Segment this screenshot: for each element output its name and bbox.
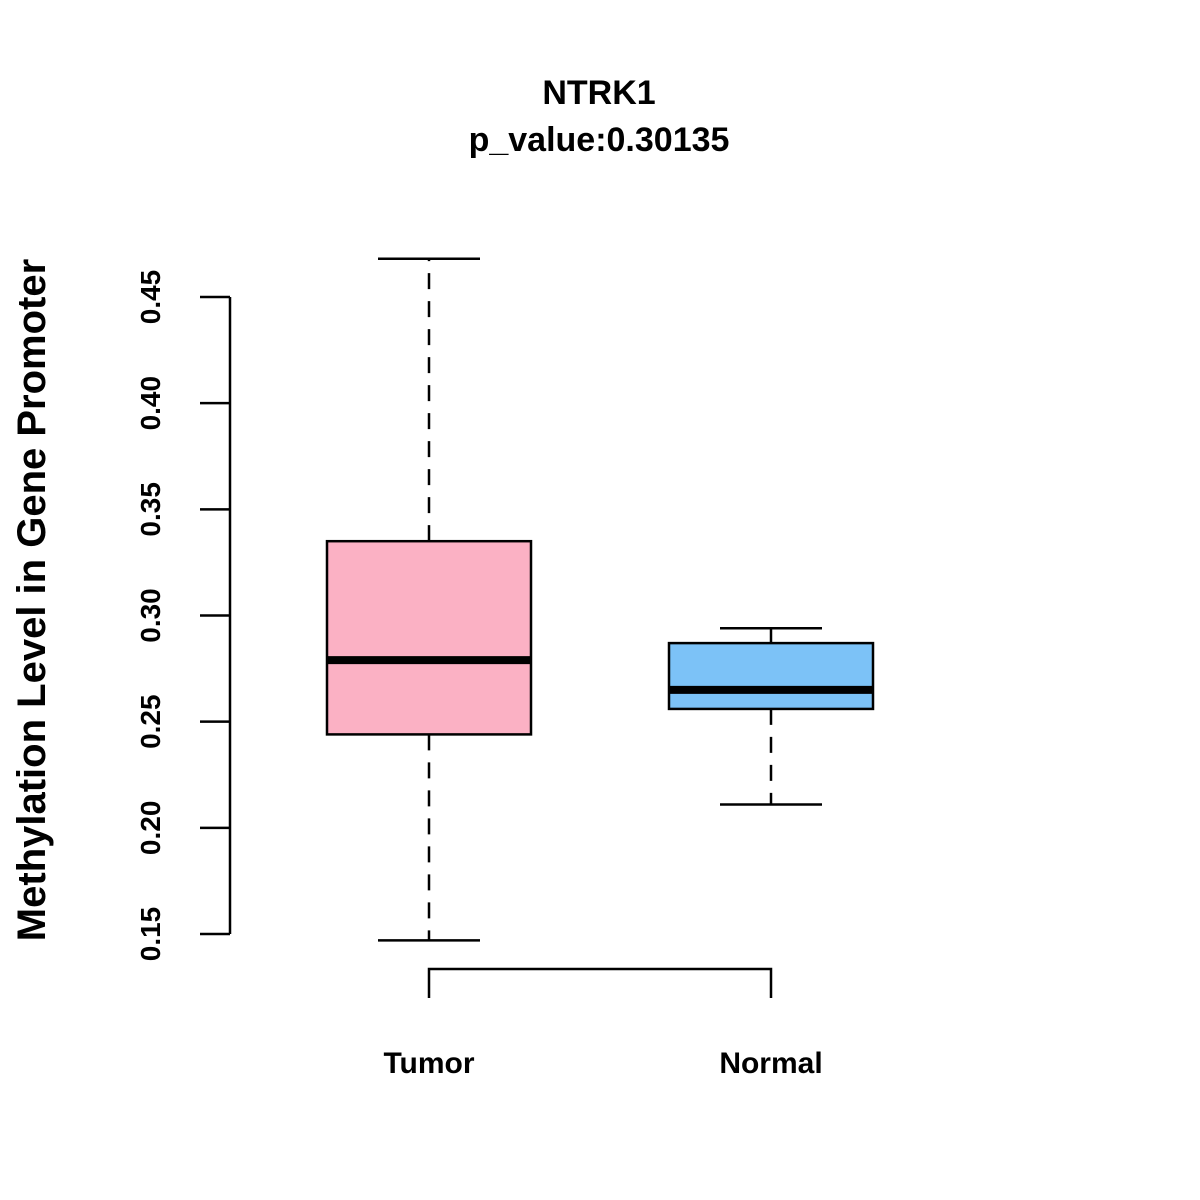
- y-tick-label: 0.20: [135, 801, 166, 856]
- y-tick-label: 0.45: [135, 270, 166, 325]
- y-tick-label: 0.40: [135, 376, 166, 431]
- y-tick-label: 0.35: [135, 482, 166, 537]
- y-axis: 0.15 0.20 0.25 0.30 0.35 0.40 0.45: [135, 270, 232, 962]
- boxes-group: [325, 257, 875, 942]
- category-labels: Tumor Normal: [383, 1047, 822, 1080]
- box-tumor: [325, 257, 533, 942]
- y-tick-label: 0.15: [135, 907, 166, 962]
- y-tick-label: 0.25: [135, 694, 166, 749]
- y-tick-label: 0.30: [135, 588, 166, 643]
- iqr-box: [667, 641, 875, 711]
- iqr-box: [325, 539, 533, 736]
- category-label-normal: Normal: [719, 1047, 822, 1080]
- box-normal: [667, 626, 875, 806]
- chart-title: NTRK1: [542, 74, 655, 112]
- category-label-tumor: Tumor: [383, 1047, 474, 1080]
- y-axis-label: Methylation Level in Gene Promoter: [10, 259, 54, 941]
- comparison-bracket: [427, 967, 773, 998]
- chart-subtitle: p_value:0.30135: [469, 121, 730, 159]
- bracket-line: [427, 967, 773, 998]
